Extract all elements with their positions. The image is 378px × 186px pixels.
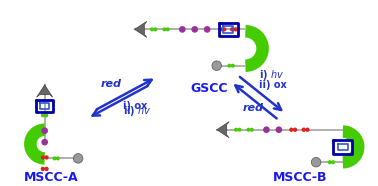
Text: i) $hv$: i) $hv$ [259, 68, 284, 82]
Text: ii) $hv$: ii) $hv$ [123, 104, 152, 118]
Text: MSCC-A: MSCC-A [24, 171, 79, 184]
Circle shape [263, 126, 270, 133]
Text: red: red [243, 103, 263, 113]
Circle shape [228, 64, 231, 68]
Polygon shape [217, 122, 229, 138]
Circle shape [231, 64, 235, 68]
Circle shape [218, 27, 223, 32]
Text: red: red [101, 79, 122, 89]
Circle shape [246, 128, 251, 132]
Circle shape [230, 27, 234, 32]
Circle shape [331, 160, 335, 164]
Circle shape [163, 27, 166, 31]
Circle shape [56, 156, 60, 160]
Circle shape [328, 160, 332, 164]
Circle shape [204, 26, 211, 33]
Circle shape [41, 155, 45, 160]
Circle shape [44, 155, 49, 160]
Circle shape [289, 128, 293, 132]
Circle shape [250, 128, 254, 132]
Circle shape [53, 156, 56, 160]
Text: MSCC-B: MSCC-B [273, 171, 327, 184]
Polygon shape [135, 21, 147, 37]
Circle shape [237, 128, 242, 132]
Circle shape [73, 154, 83, 163]
Polygon shape [37, 85, 53, 97]
Circle shape [234, 27, 238, 32]
Circle shape [179, 26, 186, 33]
Text: i) ox: i) ox [123, 101, 147, 111]
Circle shape [191, 26, 198, 33]
Circle shape [44, 113, 48, 117]
Circle shape [305, 128, 310, 132]
Circle shape [41, 167, 45, 171]
Text: GSCC: GSCC [190, 82, 228, 95]
Circle shape [212, 61, 222, 70]
Circle shape [150, 27, 154, 31]
Circle shape [41, 139, 48, 145]
Circle shape [166, 27, 170, 31]
Circle shape [234, 128, 238, 132]
Circle shape [153, 27, 157, 31]
Circle shape [302, 128, 306, 132]
Circle shape [276, 126, 282, 133]
Circle shape [44, 167, 49, 171]
Circle shape [293, 128, 297, 132]
Circle shape [41, 113, 45, 117]
Circle shape [41, 127, 48, 134]
Circle shape [222, 27, 226, 32]
Circle shape [311, 157, 321, 167]
Text: ii) ox: ii) ox [259, 80, 287, 90]
